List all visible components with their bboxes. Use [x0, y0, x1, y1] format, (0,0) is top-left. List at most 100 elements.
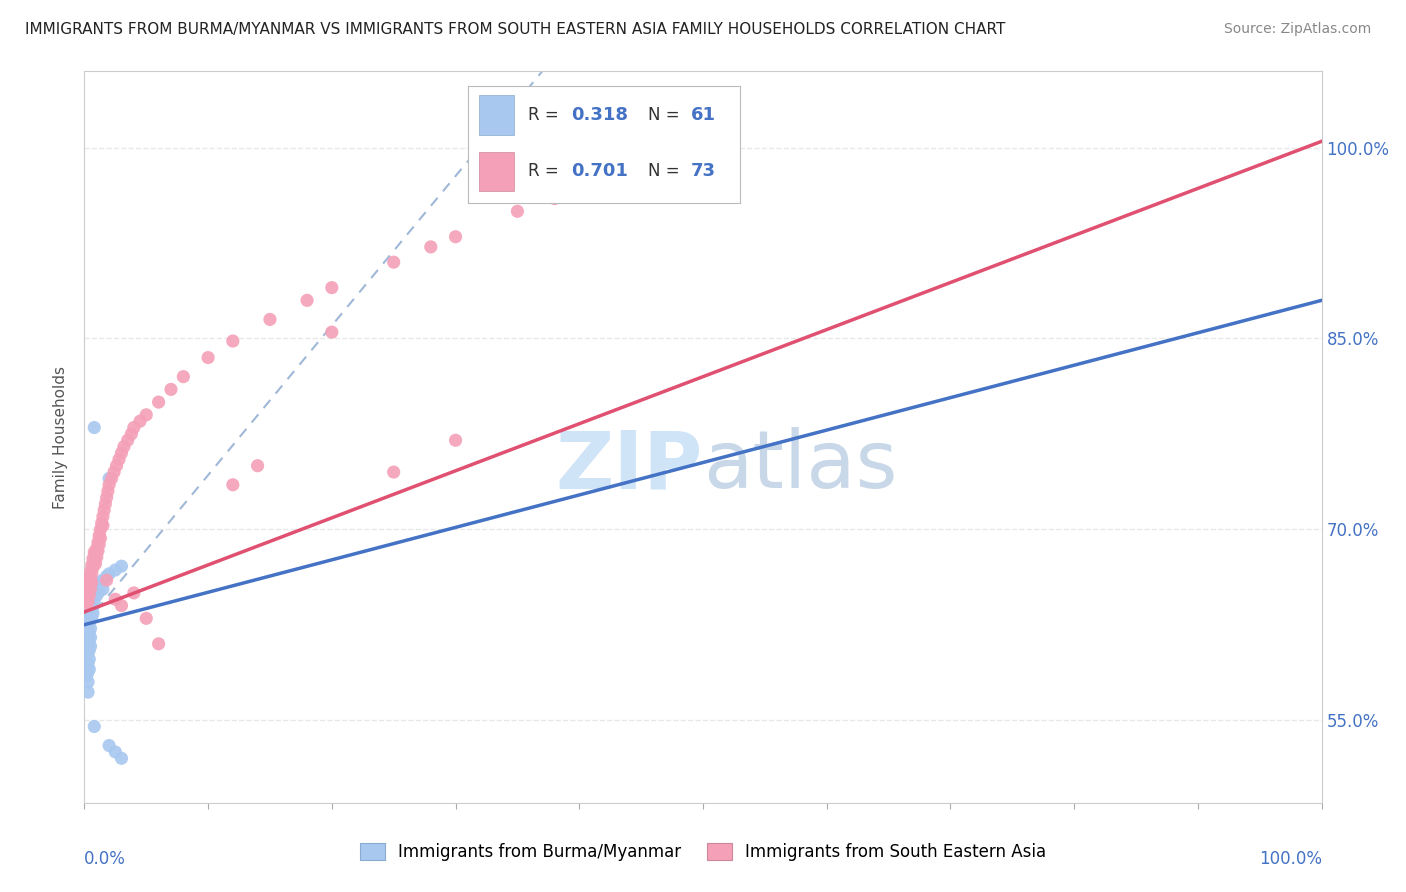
Point — [135, 611, 157, 625]
Point — [172, 369, 194, 384]
Text: ZIP: ZIP — [555, 427, 703, 506]
Point — [419, 240, 441, 254]
Point — [75, 599, 97, 613]
Point — [77, 656, 100, 670]
Point — [77, 626, 100, 640]
Point — [83, 719, 105, 733]
Point — [104, 592, 127, 607]
Point — [79, 571, 101, 585]
Point — [110, 446, 132, 460]
Point — [93, 503, 115, 517]
Point — [86, 589, 108, 603]
Point — [84, 548, 107, 562]
Point — [382, 255, 405, 269]
Point — [80, 601, 103, 615]
Point — [94, 497, 117, 511]
Point — [75, 626, 97, 640]
Point — [77, 595, 100, 609]
Point — [110, 751, 132, 765]
Point — [82, 598, 104, 612]
Point — [79, 625, 101, 640]
Point — [79, 580, 101, 594]
Point — [84, 557, 107, 571]
Point — [89, 531, 111, 545]
Point — [98, 477, 121, 491]
Point — [91, 582, 114, 596]
Legend: Immigrants from Burma/Myanmar, Immigrants from South Eastern Asia: Immigrants from Burma/Myanmar, Immigrant… — [353, 836, 1053, 868]
Point — [79, 643, 101, 657]
Point — [148, 395, 170, 409]
Point — [382, 465, 405, 479]
Point — [77, 617, 100, 632]
Point — [89, 538, 111, 552]
Point — [82, 560, 104, 574]
Point — [197, 351, 219, 365]
Point — [295, 293, 318, 308]
Point — [112, 440, 135, 454]
Point — [79, 604, 101, 618]
Point — [79, 616, 101, 631]
Point — [79, 652, 101, 666]
Point — [80, 575, 103, 590]
Point — [87, 544, 110, 558]
Text: 100.0%: 100.0% — [1258, 850, 1322, 868]
Point — [122, 420, 145, 434]
Point — [110, 599, 132, 613]
Point — [98, 566, 121, 581]
Point — [86, 550, 108, 565]
Point — [77, 586, 100, 600]
Point — [89, 529, 111, 543]
Point — [160, 383, 183, 397]
Point — [77, 665, 100, 679]
Point — [83, 420, 105, 434]
Point — [82, 607, 104, 621]
Point — [543, 192, 565, 206]
Point — [76, 668, 98, 682]
Point — [117, 434, 139, 448]
Point — [79, 595, 101, 609]
Point — [77, 637, 100, 651]
Point — [103, 465, 125, 479]
Point — [75, 637, 97, 651]
Point — [90, 516, 112, 530]
Text: IMMIGRANTS FROM BURMA/MYANMAR VS IMMIGRANTS FROM SOUTH EASTERN ASIA FAMILY HOUSE: IMMIGRANTS FROM BURMA/MYANMAR VS IMMIGRA… — [25, 22, 1005, 37]
Point — [75, 589, 97, 603]
Point — [79, 640, 101, 654]
Point — [77, 601, 100, 615]
Point — [105, 458, 128, 473]
Point — [75, 611, 97, 625]
Point — [77, 575, 100, 590]
Point — [91, 518, 114, 533]
Point — [83, 545, 105, 559]
Point — [75, 617, 97, 632]
Point — [76, 614, 98, 628]
Point — [76, 592, 98, 607]
Point — [96, 569, 118, 583]
Point — [76, 658, 98, 673]
Point — [77, 646, 100, 660]
Text: Source: ZipAtlas.com: Source: ZipAtlas.com — [1223, 22, 1371, 37]
Point — [86, 541, 108, 556]
Point — [104, 745, 127, 759]
Point — [122, 586, 145, 600]
Point — [79, 622, 101, 636]
Point — [87, 535, 110, 549]
Point — [444, 229, 467, 244]
Point — [108, 452, 131, 467]
Point — [89, 575, 111, 590]
Point — [76, 649, 98, 664]
Text: atlas: atlas — [703, 427, 897, 506]
Point — [86, 580, 108, 594]
Point — [120, 426, 142, 441]
Point — [96, 573, 118, 587]
Point — [79, 582, 101, 596]
Point — [76, 583, 98, 598]
Point — [89, 522, 111, 536]
Point — [83, 595, 105, 609]
Point — [77, 675, 100, 690]
Point — [98, 739, 121, 753]
Point — [79, 631, 101, 645]
Point — [321, 280, 343, 294]
Point — [84, 583, 107, 598]
Point — [246, 458, 269, 473]
